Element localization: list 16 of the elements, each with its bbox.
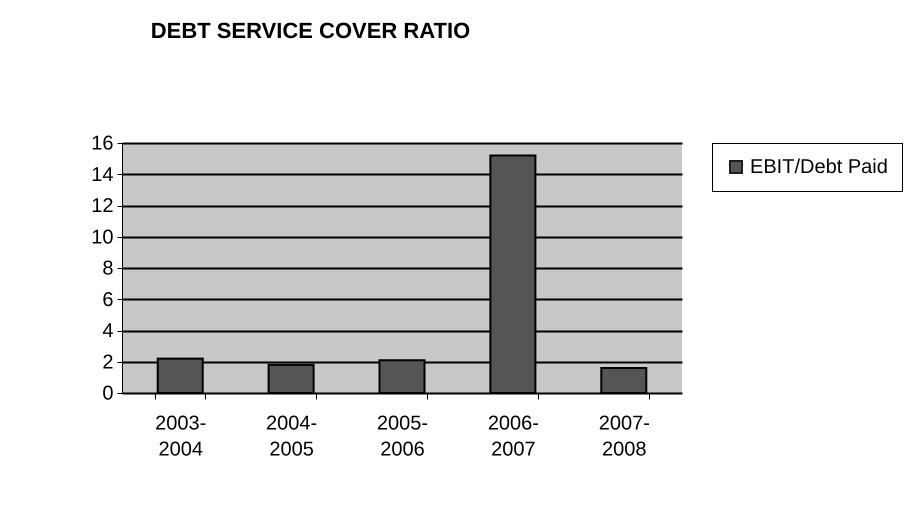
x-tick-label: 2005-2006 (376, 412, 428, 460)
y-tick-label: 12 (91, 195, 114, 217)
y-tick-label: 8 (102, 258, 114, 280)
x-tick-label: 2007-2008 (598, 412, 650, 460)
y-tick-label: 2 (102, 351, 114, 374)
y-tick-label: 16 (91, 132, 114, 154)
y-tick-label: 10 (91, 226, 114, 248)
y-tick-label: 6 (102, 288, 114, 311)
x-tick-label: 2003-2004 (155, 412, 206, 460)
legend-label: EBIT/Debt Paid (750, 156, 888, 178)
y-tick-label: 0 (102, 382, 114, 404)
y-tick-label: 4 (102, 320, 114, 342)
x-tick-label: 2006-2007 (488, 412, 539, 460)
y-tick-label: 14 (91, 164, 114, 186)
x-tick-label: 2004-2005 (266, 412, 318, 460)
chart-title: DEBT SERVICE COVER RATIO (150, 18, 470, 43)
